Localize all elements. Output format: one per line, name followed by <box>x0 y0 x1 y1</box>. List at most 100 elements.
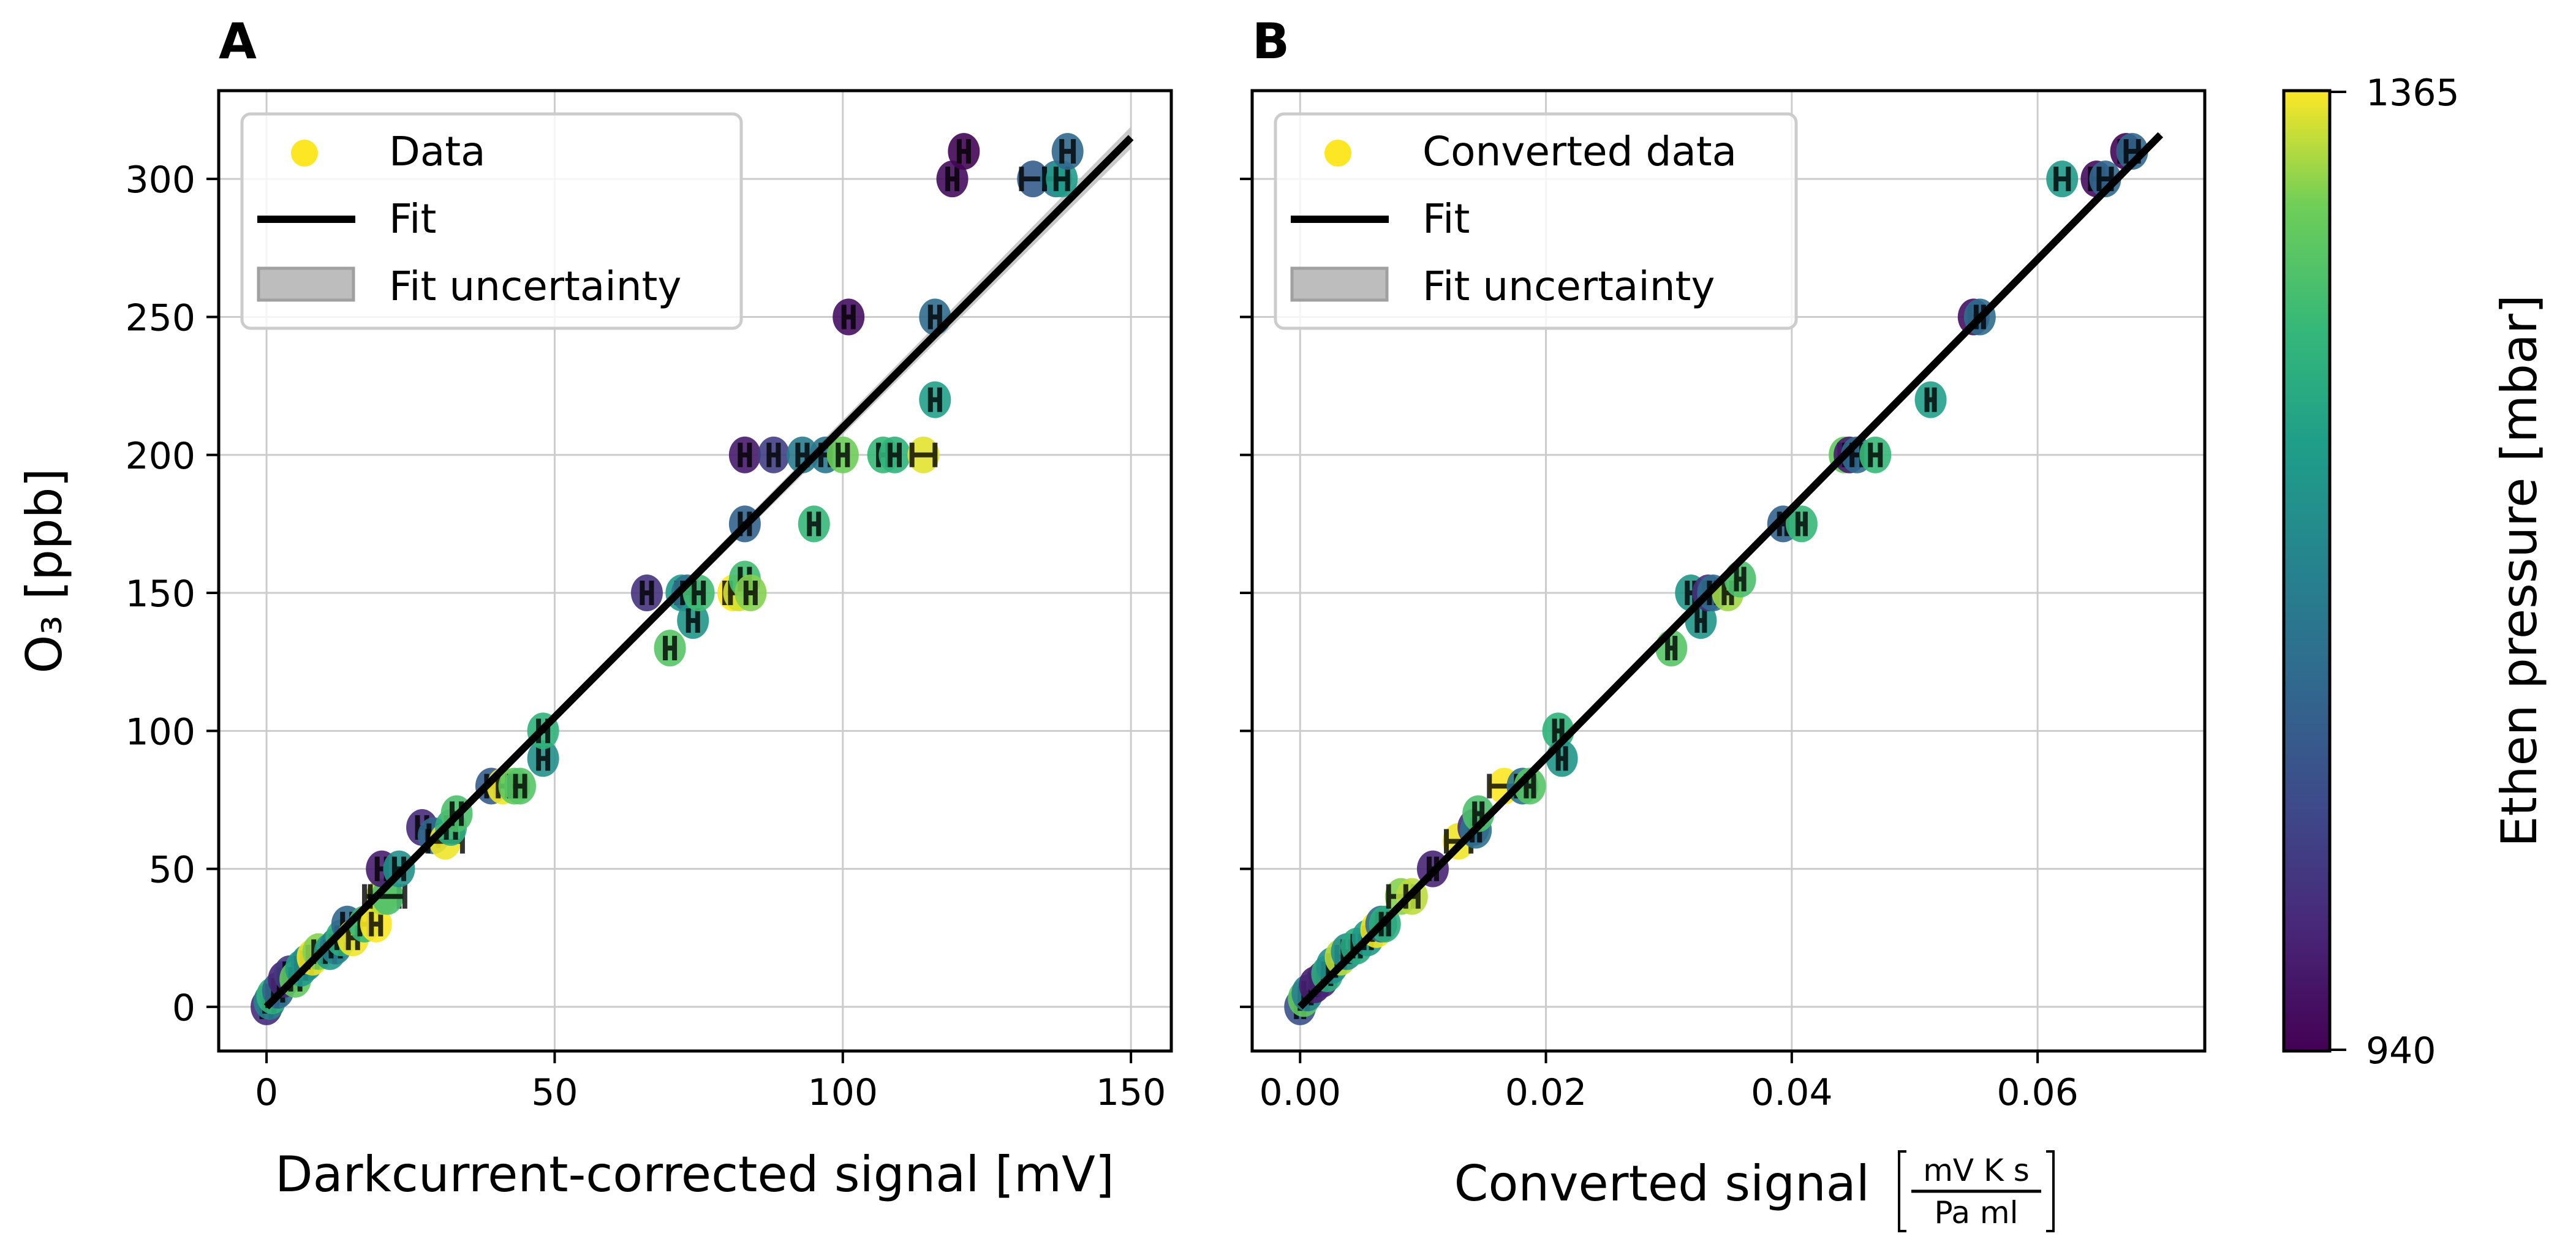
data-point <box>1914 381 1947 418</box>
error-bar <box>841 304 856 330</box>
error-bar <box>1053 167 1070 192</box>
legend-patch-icon <box>1290 266 1389 302</box>
data-point <box>907 436 940 473</box>
panel-a-fit-line <box>263 135 1134 1010</box>
error-bar <box>1924 387 1937 412</box>
data-point <box>1046 160 1078 198</box>
data-point <box>757 436 790 473</box>
x-tick-label: 0.04 <box>1751 1071 1833 1114</box>
panel-b-frame <box>1250 89 2207 1053</box>
error-bar <box>1665 636 1678 661</box>
panel-b: B 0.00 0.02 0.04 0.06 Converted signal mV K… <box>1240 13 2207 1232</box>
error-bar <box>738 442 752 467</box>
error-bar <box>2053 167 2071 192</box>
panel-a-x-axis-label: Darkcurrent-corrected signal [mV] <box>275 1146 1114 1203</box>
x-tick-label: 50 <box>531 1071 578 1114</box>
y-tick-label: 0 <box>172 987 195 1030</box>
error-bar <box>956 139 971 164</box>
data-point <box>728 436 761 473</box>
y-tick-label: 100 <box>125 710 195 753</box>
fit-line <box>263 135 1134 1010</box>
colorbar: 1365 940 Ethen pressure [mbar] <box>2282 72 2548 1072</box>
fit-uncertainty-band <box>266 126 1131 1007</box>
error-bar <box>807 511 822 537</box>
legend-entry-converted-data: Converted data <box>1422 128 1737 175</box>
panel-b-label: B <box>1252 13 1290 70</box>
legend-marker-icon <box>1324 140 1351 167</box>
colorbar-max-label: 1365 <box>2366 72 2460 115</box>
x-tick-label: 0.06 <box>1996 1071 2079 1114</box>
colorbar-label: Ethen pressure [mbar] <box>2491 295 2548 847</box>
panel-a-ticks: 0 50 100 150 0 50 100 150 200 250 300 <box>125 159 1166 1114</box>
y-tick-label: 50 <box>149 849 195 892</box>
panel-b-fit-line <box>1297 132 2164 1010</box>
data-point <box>1724 560 1756 598</box>
data-point <box>735 575 767 612</box>
data-point <box>878 436 911 473</box>
error-bar <box>369 911 383 936</box>
error-bar <box>743 581 758 606</box>
y-tick-label: 200 <box>125 435 195 478</box>
data-point <box>504 767 536 805</box>
data-point <box>1051 133 1084 170</box>
legend-marker-icon <box>291 140 318 167</box>
data-point <box>677 602 709 639</box>
fit-line <box>1297 132 2164 1010</box>
data-point <box>826 436 859 473</box>
data-point <box>2046 160 2079 198</box>
error-bar <box>686 608 700 633</box>
error-bar <box>766 442 781 467</box>
error-bar <box>945 167 960 192</box>
panel-a-label: A <box>219 13 257 70</box>
panel-b-legend: Converted data Fit Fit uncertainty <box>1274 112 1798 330</box>
data-point <box>630 575 663 612</box>
error-bar <box>1694 608 1707 633</box>
legend-entry-data: Data <box>389 128 486 175</box>
legend-entry-uncertainty: Fit uncertainty <box>389 263 681 310</box>
legend-entry-fit: Fit <box>1422 195 1470 243</box>
colorbar-min-label: 940 <box>2366 1030 2436 1072</box>
error-bar <box>927 387 942 412</box>
y-tick-label: 300 <box>125 159 195 202</box>
y-tick-label: 250 <box>125 296 195 339</box>
data-point <box>527 740 559 777</box>
data-point <box>654 630 686 667</box>
data-point <box>798 505 830 543</box>
data-point <box>1859 436 1892 473</box>
data-point <box>360 905 392 943</box>
data-point <box>833 298 865 336</box>
panel-b-ticks: 0.00 0.02 0.04 0.06 <box>1240 178 2079 1114</box>
error-bar <box>640 581 654 606</box>
error-bar <box>663 636 678 661</box>
x-tick-label: 0.00 <box>1259 1071 1341 1114</box>
panel-a-fit-band <box>266 126 1131 1007</box>
data-point <box>948 133 980 170</box>
error-bar <box>887 442 902 467</box>
data-point <box>936 160 969 198</box>
unit-bracket-icon <box>1898 1150 2055 1232</box>
data-point <box>2089 160 2121 198</box>
legend-frame <box>1274 112 1798 330</box>
x-tick-label: 0.02 <box>1505 1071 1587 1114</box>
panel-b-x-axis-label-text: Converted signal <box>1454 1155 1870 1212</box>
error-bar <box>1795 511 1808 537</box>
panel-a-y-axis-label: O₃ [ppb] <box>16 468 73 673</box>
error-bar <box>1734 567 1747 592</box>
x-tick-label: 100 <box>808 1071 878 1114</box>
error-bar <box>536 746 551 771</box>
error-bar <box>692 581 706 606</box>
error-bar <box>909 442 938 467</box>
panel-a-frame <box>217 89 1173 1053</box>
data-point <box>368 878 407 915</box>
x-tick-label: 0 <box>255 1071 278 1114</box>
y-tick-label: 150 <box>125 573 195 616</box>
legend-entry-uncertainty: Fit uncertainty <box>1422 263 1715 310</box>
error-bar <box>836 442 850 467</box>
unit-numerator: mV K s <box>1923 1153 2030 1188</box>
panel-b-x-axis-label: Converted signal mV K s Pa ml <box>1454 1150 2055 1232</box>
error-bar <box>1059 139 1076 164</box>
legend-patch-icon <box>257 266 355 302</box>
colorbar-gradient <box>2282 89 2332 1053</box>
error-bar <box>1868 442 1883 467</box>
